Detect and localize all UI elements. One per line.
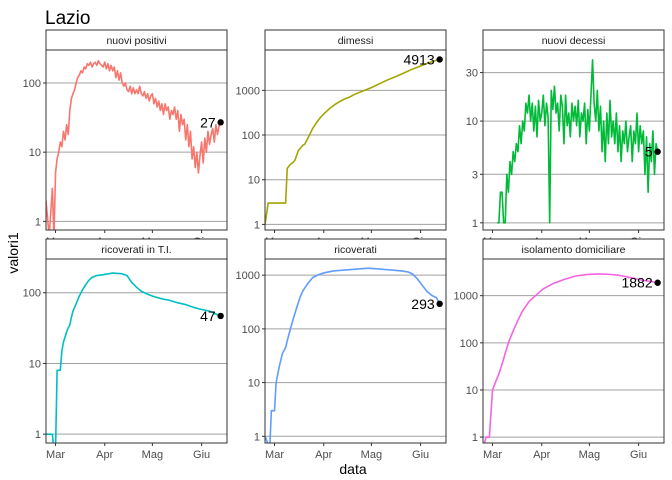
y-tick-label: 1 — [472, 218, 478, 230]
y-tick-label: 1 — [254, 219, 260, 231]
x-tick-label: Giu — [630, 449, 647, 461]
end-point — [436, 56, 443, 63]
x-tick-label: Mag — [142, 449, 163, 461]
y-tick-label: 10 — [466, 385, 478, 397]
end-value-label: 27 — [200, 114, 216, 130]
panel-ricoverati-in-t-i: ricoverati in T.I. 47 1 10 100 Mar Apr Mag Giu — [23, 238, 228, 461]
series-line-dimessi — [265, 58, 440, 225]
y-tick-label: 100 — [23, 288, 41, 300]
end-value-label: 4913 — [403, 51, 434, 67]
panel-strip-label: ricoverati — [334, 244, 377, 256]
x-tick-label: Giu — [193, 449, 210, 461]
series-line-ricoverati-in-t-i — [46, 272, 221, 443]
x-axis-title: data — [339, 461, 366, 477]
y-tick-label: 1000 — [454, 291, 478, 303]
panel-frame — [45, 49, 228, 231]
series-line-ricoverati — [265, 267, 441, 443]
y-tick-label: 10 — [466, 116, 478, 128]
y-tick-label: 1000 — [236, 85, 260, 97]
y-tick-label: 10 — [248, 378, 260, 390]
y-tick-label: 10 — [29, 147, 41, 159]
end-point — [654, 148, 661, 155]
y-tick-label: 1000 — [236, 270, 260, 282]
y-tick-label: 1 — [35, 216, 41, 228]
end-value-label: 5 — [645, 144, 653, 160]
x-tick-label: Mar — [483, 449, 502, 461]
panel-ricoverati: ricoverati 293 1 10 100 1000 Mar Apr Mag Giu — [236, 238, 447, 461]
panel-strip-label: nuovi positivi — [106, 35, 166, 47]
y-axis-title: valori1 — [5, 232, 21, 273]
y-tick-label: 1 — [254, 431, 260, 443]
series-line-nuovi-decessi — [497, 59, 659, 224]
x-tick-label: Apr — [533, 449, 550, 461]
panel-frame — [482, 258, 665, 444]
y-tick-label: 10 — [248, 175, 260, 187]
panel-dimessi: dimessi49131101001000MarAprMagGiu — [236, 29, 447, 248]
panel-strip-label: isolamento domiciliare — [522, 244, 626, 256]
panel-isolamento-domiciliare: isolamento domiciliare 1882 1 10 100 1000 Mar A… — [454, 238, 665, 461]
panel-frame — [264, 49, 447, 231]
y-tick-label: 100 — [242, 130, 260, 142]
series-line-nuovi-positivi — [46, 59, 222, 230]
panels: nuovi positivi 27 1 10 100 Mar Apr Mag Giu dimess… — [23, 29, 665, 461]
panel-frame — [45, 258, 228, 444]
panel-strip-label: dimessi — [338, 35, 374, 47]
y-tick-label: 100 — [242, 324, 260, 336]
chart-title: Lazio — [45, 8, 90, 29]
end-value-label: 293 — [411, 296, 435, 312]
panel-frame — [264, 258, 447, 444]
y-tick-label: 30 — [466, 68, 478, 80]
panel-nuovi-decessi: nuovi decessi5131030MarAprMagGiu — [466, 29, 665, 248]
end-value-label: 47 — [200, 308, 216, 324]
y-tick-label: 10 — [29, 358, 41, 370]
x-tick-label: Mar — [265, 449, 284, 461]
y-tick-label: 3 — [472, 169, 478, 181]
x-tick-label: Apr — [96, 449, 113, 461]
end-point — [217, 119, 224, 126]
panel-frame — [482, 49, 665, 231]
y-tick-label: 100 — [23, 78, 41, 90]
end-point — [436, 300, 443, 308]
end-point — [217, 312, 224, 320]
x-tick-label: Apr — [315, 449, 332, 461]
y-tick-label: 1 — [35, 429, 41, 441]
x-tick-label: Mag — [579, 449, 600, 461]
x-tick-label: Giu — [412, 449, 429, 461]
end-value-label: 1882 — [621, 275, 652, 291]
panel-strip-label: nuovi decessi — [542, 35, 606, 47]
panel-nuovi-positivi: nuovi positivi27110100MarAprMagGiu — [23, 29, 228, 248]
end-point — [654, 279, 661, 286]
x-tick-label: Mag — [361, 449, 382, 461]
series-line-isolamento-domiciliare — [483, 273, 658, 443]
y-tick-label: 1 — [472, 432, 478, 444]
y-tick-label: 100 — [460, 338, 478, 350]
x-tick-label: Mar — [46, 449, 65, 461]
panel-strip-label: ricoverati in T.I. — [101, 244, 171, 256]
